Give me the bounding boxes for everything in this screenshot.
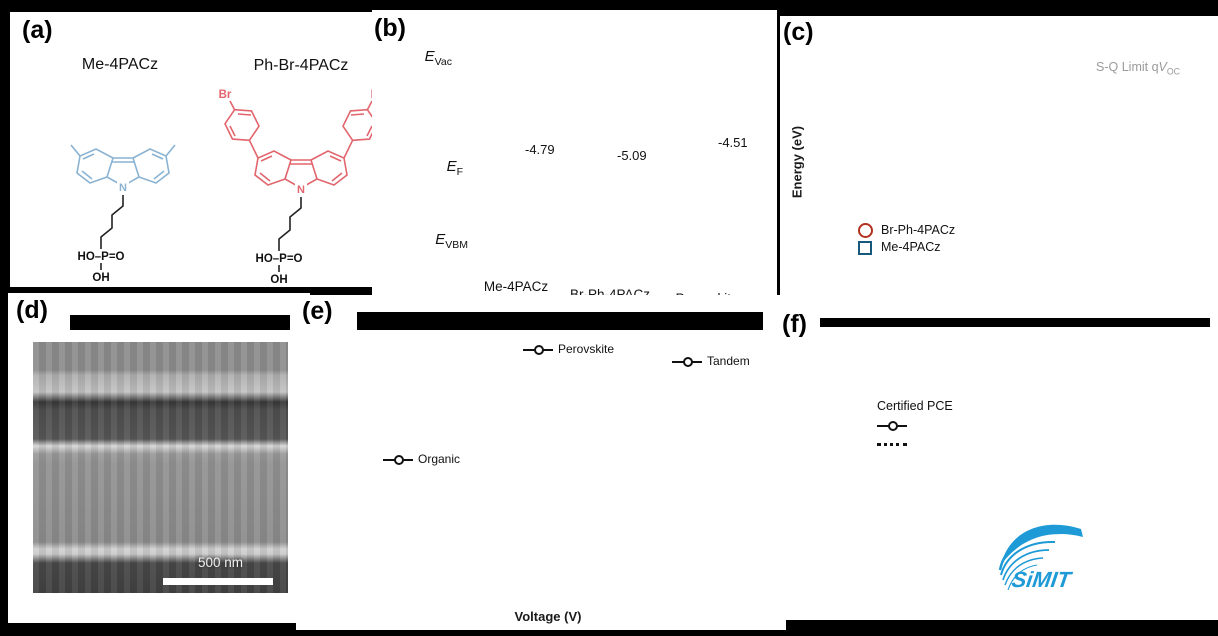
circle-marker-icon bbox=[858, 223, 873, 239]
me-4pacz-structure: N HO–P=O OH bbox=[70, 144, 176, 284]
organic-legend: Organic bbox=[383, 451, 460, 468]
square-marker-icon bbox=[858, 240, 872, 255]
sq-limit-label: S-Q Limit qVOC bbox=[1096, 60, 1180, 77]
black-bar bbox=[70, 315, 290, 330]
workfunction-value: -5.09 bbox=[617, 148, 647, 163]
panel-a: (a) Me-4PACz Ph-Br-4PACz N HO–P=O OH bbox=[10, 12, 372, 287]
line-marker-icon bbox=[672, 356, 702, 367]
molecule-2-title: Ph-Br-4PACz bbox=[253, 57, 349, 74]
workfunction-value: -4.51 bbox=[718, 135, 748, 150]
nitrogen-label: N bbox=[297, 184, 305, 196]
dashed-line-marker-icon bbox=[877, 443, 907, 447]
panel-c-label: (c) bbox=[783, 18, 814, 46]
scale-bar bbox=[163, 578, 273, 585]
simit-logo-text: SiMIT bbox=[1010, 567, 1075, 592]
evbm-level-label: EVBM bbox=[435, 231, 468, 251]
panel-c: (c) Energy (eV) S-Q Limit qVOC Br-Ph-4PA… bbox=[780, 16, 1218, 320]
line-marker-icon bbox=[523, 344, 553, 355]
vbm-value: -5.82 bbox=[594, 224, 626, 239]
panel-e: (e) Voltage (V) Perovskite Tandem Organi… bbox=[296, 295, 786, 630]
perovskite-legend: Perovskite bbox=[523, 341, 614, 358]
material-name: Me-4PACz bbox=[483, 279, 549, 294]
hydroxyl-label: OH bbox=[92, 272, 109, 284]
ef-level-label: EF bbox=[446, 158, 463, 178]
sem-image: 500 nm bbox=[33, 342, 288, 593]
panel-f-label: (f) bbox=[782, 310, 807, 338]
scale-bar-label: 500 nm bbox=[198, 555, 244, 570]
black-bar bbox=[357, 312, 763, 330]
evac-level-label: EVac bbox=[424, 48, 452, 68]
bromine-label-right: Br bbox=[371, 89, 372, 101]
panel-a-label: (a) bbox=[22, 16, 53, 44]
tandem-legend: Tandem bbox=[672, 353, 750, 370]
molecule-structures: N HO–P=O OH Br Br bbox=[70, 89, 372, 286]
certified-pce-legend: Certified PCE bbox=[877, 397, 953, 454]
panel-e-label: (e) bbox=[302, 297, 333, 325]
y-axis-label: Energy (eV) bbox=[789, 125, 805, 199]
vbm-value: -6.08 bbox=[691, 248, 723, 263]
panel-d: (d) 500 nm bbox=[8, 293, 310, 623]
molecule-1-title: Me-4PACz bbox=[81, 56, 159, 73]
legend-title: Certified PCE bbox=[877, 399, 953, 413]
nitrogen-label: N bbox=[119, 182, 127, 194]
panel-d-label: (d) bbox=[16, 296, 48, 324]
line-marker-icon bbox=[383, 454, 413, 465]
panel-f: (f) Certified PCE SiMIT bbox=[780, 310, 1218, 620]
ph-br-4pacz-structure: Br Br N HO–P=O OH bbox=[219, 89, 372, 286]
black-bar bbox=[820, 318, 1210, 327]
x-axis-label: Voltage (V) bbox=[514, 609, 582, 624]
solid-line-marker-icon bbox=[877, 420, 907, 431]
phosphonic-acid-label: HO–P=O bbox=[256, 253, 303, 265]
workfunction-value: -4.79 bbox=[525, 142, 555, 157]
bromine-label-left: Br bbox=[219, 89, 232, 101]
hydroxyl-label: OH bbox=[270, 274, 287, 286]
vbm-value: -5.45 bbox=[500, 215, 532, 230]
scatter-legend: Br-Ph-4PACz Me-4PACz bbox=[858, 222, 955, 256]
panel-b: (b) EVac EF EVBM -4.79 -5.09 -4.51 -5.45… bbox=[372, 10, 777, 310]
panel-b-label: (b) bbox=[374, 14, 406, 42]
phosphonic-acid-label: HO–P=O bbox=[78, 251, 125, 263]
simit-logo: SiMIT bbox=[998, 524, 1083, 592]
